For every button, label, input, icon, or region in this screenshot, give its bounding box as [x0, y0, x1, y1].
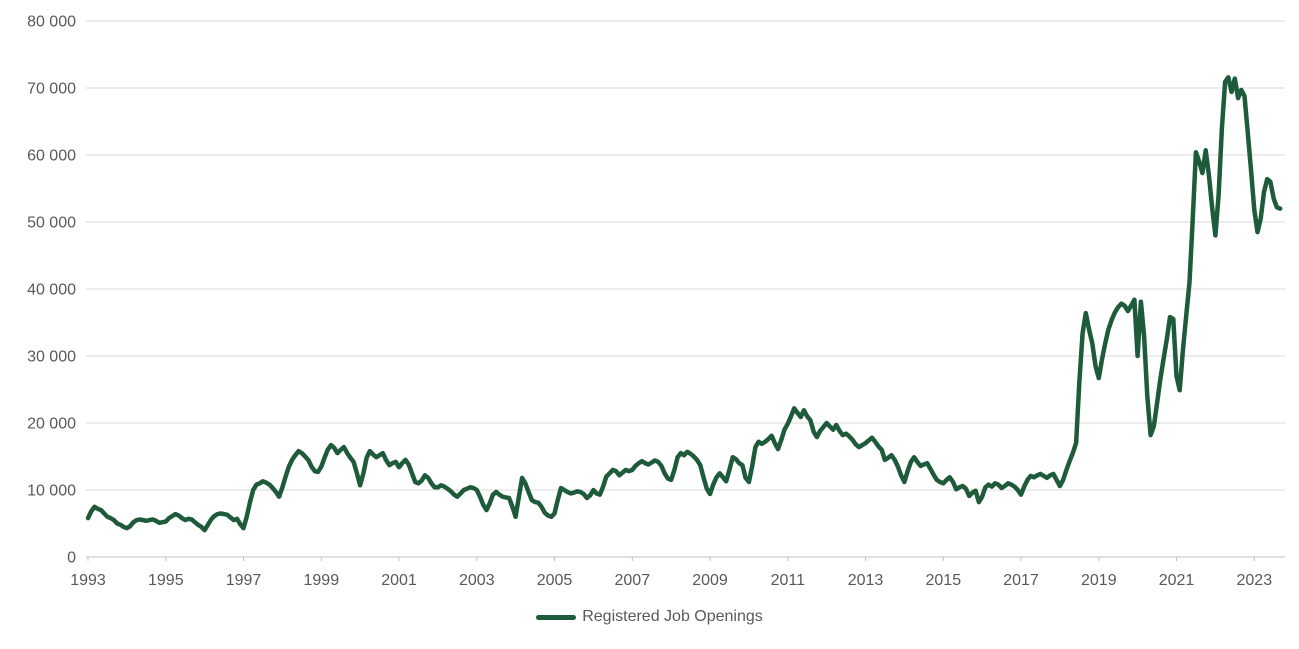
y-axis-label: 10 000 — [27, 483, 76, 500]
x-axis-label: 2019 — [1081, 572, 1117, 589]
y-axis-label: 70 000 — [27, 81, 76, 98]
x-axis-label: 1995 — [148, 572, 184, 589]
series-line-registered-job-openings — [85, 75, 1283, 533]
x-axis-label: 1997 — [226, 572, 262, 589]
x-axis-label: 2015 — [926, 572, 962, 589]
x-axis-label: 2001 — [381, 572, 417, 589]
y-axis-label: 60 000 — [27, 148, 76, 165]
y-axis-label: 40 000 — [27, 282, 76, 299]
x-axis-label: 2023 — [1237, 572, 1273, 589]
legend: Registered Job Openings — [0, 608, 1299, 626]
y-axis-label: 30 000 — [27, 349, 76, 366]
x-axis-label: 2011 — [771, 572, 806, 589]
y-axis-label: 80 000 — [27, 14, 76, 31]
x-axis-label: 2021 — [1159, 572, 1195, 589]
y-axis-label: 0 — [67, 550, 76, 567]
y-axis-label: 20 000 — [27, 416, 76, 433]
x-axis-label: 2007 — [615, 572, 651, 589]
x-axis-label: 2017 — [1003, 572, 1039, 589]
x-axis-label: 2009 — [692, 572, 728, 589]
x-axis-label: 2013 — [848, 572, 884, 589]
y-axis-label: 50 000 — [27, 215, 76, 232]
x-axis-label: 2005 — [537, 572, 573, 589]
x-axis-label: 1999 — [304, 572, 340, 589]
legend-line-swatch — [536, 614, 577, 620]
legend-label: Registered Job Openings — [582, 608, 763, 625]
x-axis-label: 1993 — [70, 572, 106, 589]
x-axis-label: 2003 — [459, 572, 495, 589]
